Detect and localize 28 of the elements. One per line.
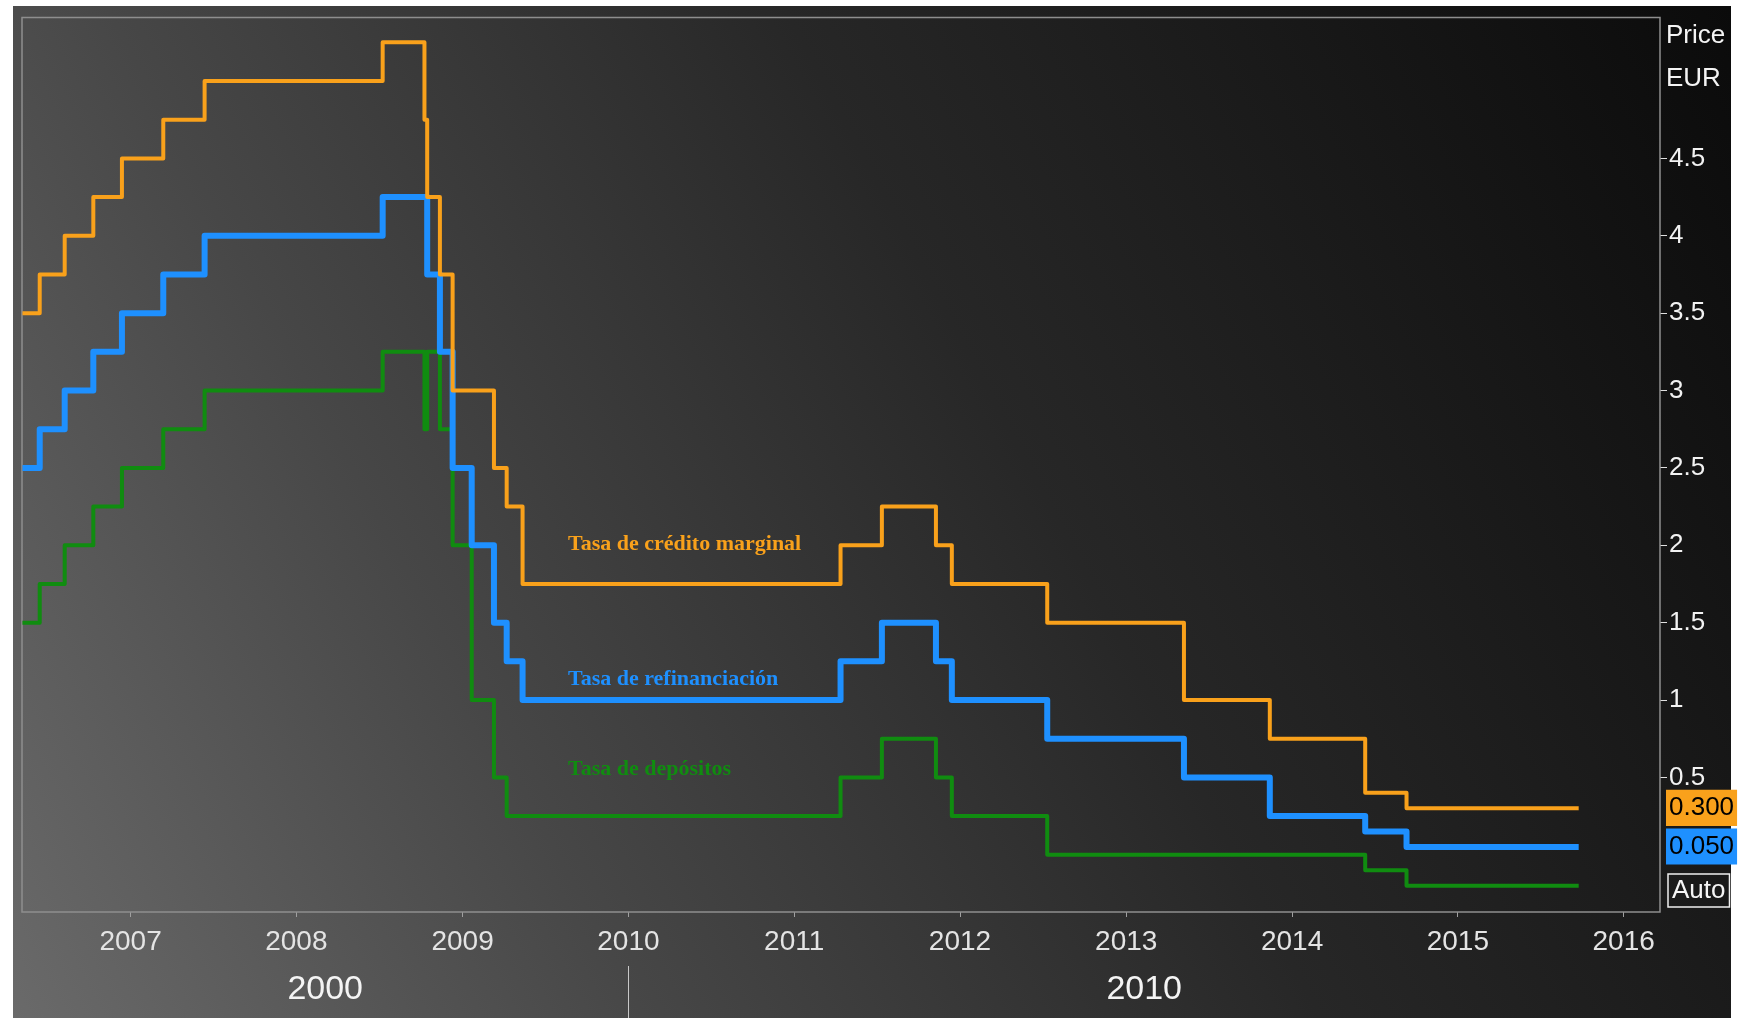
x-tick-label: 2015 <box>1426 924 1490 956</box>
x-tick-label: 2011 <box>764 924 825 956</box>
x-tick-label: 2010 <box>597 924 660 956</box>
series-label: Tasa de refinanciación <box>568 664 779 690</box>
y-tick-label: 0.050 <box>1669 830 1735 861</box>
y-tick-label: 1.5 <box>1669 605 1706 636</box>
x-tick-label: 2008 <box>265 924 328 956</box>
x-tick-label: 2014 <box>1260 924 1324 956</box>
x-tick-label: 2013 <box>1095 924 1158 956</box>
series-label: Tasa de depósitos <box>568 754 732 780</box>
x-tick-label: 2007 <box>99 924 162 956</box>
y-tick-label: 3.5 <box>1669 296 1706 327</box>
x-tick-label: 2012 <box>928 924 992 956</box>
series-label: Tasa de crédito marginal <box>568 529 802 555</box>
y-tick-label: 0.5 <box>1669 760 1706 791</box>
x-tick-label: 2016 <box>1592 924 1655 956</box>
y-tick-label: 4.5 <box>1669 141 1706 172</box>
y-tick-label: 4 <box>1669 218 1684 249</box>
y-tick-label: 2.5 <box>1669 451 1706 482</box>
text: Auto <box>1671 874 1726 905</box>
y-tick-label: 0.300 <box>1669 791 1735 822</box>
text: 2000 <box>287 968 364 1007</box>
y-axis-title: Price EUR <box>1666 18 1726 92</box>
y-tick-label: 2 <box>1669 528 1684 559</box>
y-tick-label: 1 <box>1669 683 1684 714</box>
text: 2010 <box>1106 968 1183 1007</box>
y-tick-label: 3 <box>1669 373 1684 404</box>
x-tick-label: 2009 <box>431 924 494 956</box>
